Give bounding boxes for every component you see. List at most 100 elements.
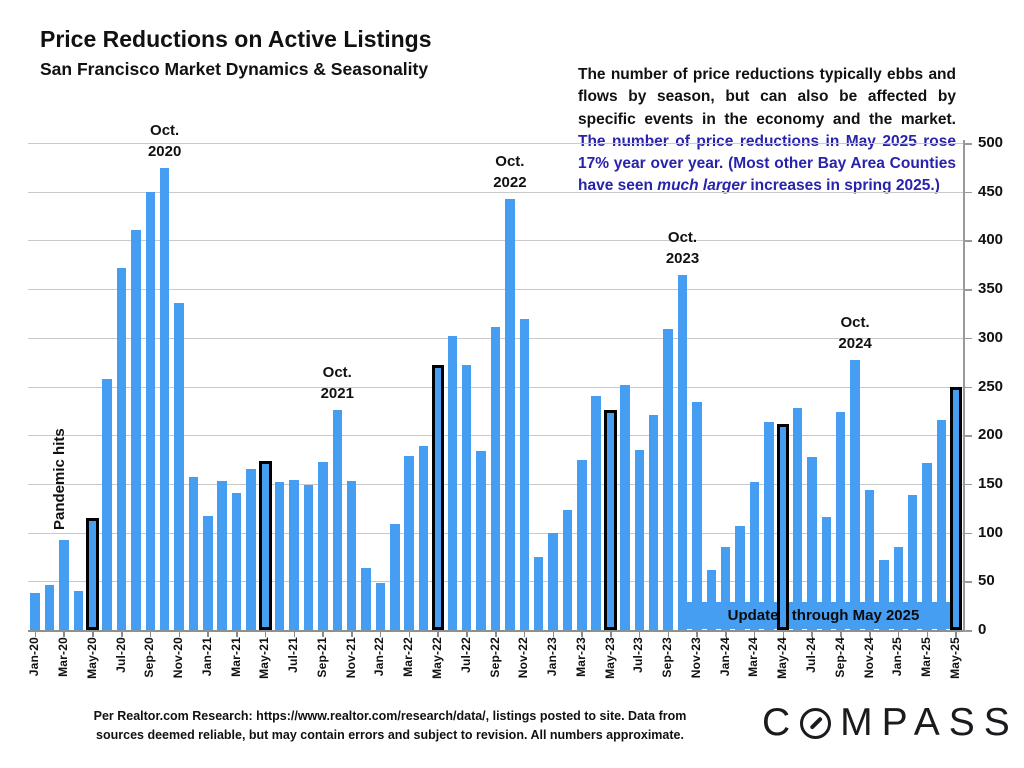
- x-axis-tick-May-25: [955, 632, 957, 637]
- y-axis-tick-150: [963, 483, 972, 486]
- bar-Mar-21: [231, 492, 242, 630]
- updated-through-banner: Updated through May 2025: [685, 602, 962, 629]
- bar-Nov-20: [174, 302, 184, 630]
- gridline-450: [28, 191, 963, 193]
- bar-Sep-22: [490, 327, 501, 630]
- commentary-black-text: The number of price reductions typically…: [578, 66, 956, 128]
- x-axis-label-Jul-22: Jul-22: [458, 637, 473, 673]
- x-axis-tick-Mar-25: [926, 632, 929, 637]
- x-axis-tick-Jul-24: [811, 632, 813, 637]
- x-axis-tick-May-24: [782, 632, 785, 637]
- bar-Oct-22: [505, 199, 515, 630]
- x-axis-tick-Jul-21: [293, 632, 296, 637]
- x-axis-label-Nov-21: Nov-21: [343, 637, 358, 679]
- bar-Aug-23: [648, 414, 659, 630]
- bar-Feb-21: [217, 480, 227, 630]
- x-axis-tick-Nov-23: [696, 632, 698, 637]
- annotation-line2: 2023: [665, 250, 700, 268]
- y-axis-tick-300: [963, 337, 972, 340]
- x-axis-label-Nov-24: Nov-24: [861, 637, 876, 679]
- bar-Jan-21: [203, 516, 213, 630]
- bar-Mar-24: [749, 481, 760, 630]
- bar-Feb-25: [907, 494, 918, 630]
- x-axis-tick-Sep-22: [495, 632, 497, 637]
- bar-Jul-24: [807, 456, 817, 630]
- x-axis-label-Sep-22: Sep-22: [487, 637, 502, 678]
- bar-Aug-24: [821, 517, 832, 630]
- annotation-Oct-24: Oct. 2024: [820, 312, 890, 354]
- annotation-line2: 2024: [838, 335, 872, 353]
- y-axis-tick-0: [963, 630, 972, 632]
- bar-Jan-20: [30, 592, 40, 630]
- x-axis-tick-Jan-20: [34, 632, 37, 637]
- x-axis-tick-Nov-22: [523, 632, 526, 637]
- x-axis-tick-Jul-22: [466, 632, 468, 637]
- x-axis-tick-Nov-24: [869, 632, 871, 637]
- x-axis-tick-Jan-24: [725, 632, 727, 637]
- x-axis-label-Mar-23: Mar-23: [573, 637, 588, 677]
- bar-Oct-20: [159, 168, 170, 630]
- bar-Dec-22: [533, 556, 544, 630]
- bar-Jul-23: [634, 449, 645, 630]
- bar-May-24: [776, 423, 790, 630]
- bar-Sep-24: [835, 411, 846, 630]
- compass-logo-letter-c: C: [762, 701, 800, 744]
- bar-Jun-20: [102, 378, 112, 630]
- bar-Jul-22: [461, 365, 472, 630]
- x-axis-tick-May-20: [92, 632, 94, 637]
- bar-Nov-22: [519, 319, 530, 630]
- bar-Oct-21: [332, 409, 343, 630]
- x-axis-tick-Sep-21: [322, 632, 324, 637]
- x-axis-label-Jan-21: Jan-21: [199, 637, 214, 677]
- bar-Feb-20: [44, 585, 55, 630]
- x-axis-label-Nov-23: Nov-23: [688, 637, 703, 679]
- bar-Apr-21: [246, 469, 256, 630]
- x-axis-label-Sep-23: Sep-23: [660, 637, 675, 678]
- x-axis-tick-Jul-20: [121, 632, 123, 637]
- bar-May-23: [604, 409, 617, 630]
- x-axis-label-Jan-22: Jan-22: [372, 637, 387, 677]
- y-axis-tick-350: [963, 289, 972, 291]
- bar-Sep-23: [663, 329, 673, 630]
- y-axis-label-50: 50: [978, 572, 995, 590]
- x-axis-tick-Jan-23: [552, 632, 555, 637]
- x-axis-label-May-23: May-23: [602, 637, 617, 679]
- compass-o-icon: [800, 707, 832, 739]
- bar-Apr-24: [764, 421, 774, 630]
- x-axis-tick-Sep-20: [149, 632, 152, 637]
- y-axis-label-200: 200: [978, 426, 1004, 444]
- bar-Mar-22: [404, 455, 414, 630]
- x-axis-label-Sep-24: Sep-24: [832, 637, 847, 678]
- y-axis-label-0: 0: [978, 621, 987, 638]
- bar-Mar-23: [577, 459, 587, 630]
- x-axis-label-Jan-25: Jan-25: [890, 637, 905, 677]
- x-axis-label-Jul-24: Jul-24: [803, 637, 818, 673]
- commentary-blue-text: The number of price reductions in May 20…: [578, 132, 956, 195]
- commentary-blue-italic-text: much larger: [657, 177, 747, 195]
- bar-Feb-23: [562, 510, 573, 630]
- y-axis-tick-100: [963, 532, 972, 535]
- bar-Sep-21: [318, 462, 328, 630]
- y-axis-tick-450: [963, 191, 972, 194]
- y-axis-tick-250: [963, 386, 972, 388]
- annotation-line1: Oct.: [840, 314, 870, 332]
- bar-Apr-23: [591, 396, 601, 630]
- annotation-Oct-20: Oct. 2020: [130, 120, 200, 162]
- compass-logo-letters-mpass: MPASS: [840, 701, 1019, 744]
- annotation-Oct-23: Oct. 2023: [648, 227, 718, 269]
- x-axis-tick-Jan-25: [897, 632, 900, 637]
- bar-May-25: [949, 386, 963, 630]
- bar-Apr-25: [936, 419, 947, 630]
- x-axis-tick-Sep-23: [667, 632, 670, 637]
- x-axis-tick-Nov-21: [351, 632, 353, 637]
- bar-Oct-23: [677, 275, 688, 630]
- y-axis-label-150: 150: [978, 474, 1004, 492]
- annotation-line1: Oct.: [150, 122, 180, 140]
- x-axis-label-Nov-22: Nov-22: [516, 637, 531, 679]
- pandemic-hits-annotation: Pandemic hits: [51, 428, 68, 530]
- x-axis-label-Nov-20: Nov-20: [171, 637, 186, 679]
- bar-Aug-22: [476, 450, 486, 630]
- x-axis-label-May-22: May-22: [429, 637, 444, 679]
- bar-Nov-24: [864, 489, 875, 630]
